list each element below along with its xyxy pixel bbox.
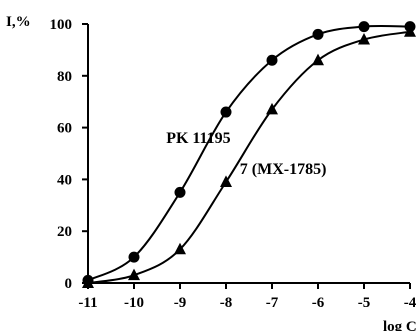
- series-1-point: [404, 25, 416, 37]
- x-tick-label: -11: [78, 295, 97, 311]
- series-1-point: [266, 102, 278, 115]
- annotation-mx1785: 7 (MX-1785): [240, 161, 327, 178]
- series-1-point: [312, 53, 324, 66]
- series-1-point: [220, 175, 232, 187]
- x-tick-label: -8: [220, 295, 233, 311]
- axes: [87, 24, 410, 284]
- series-0-line: [87, 25, 411, 282]
- x-tick-label: -9: [174, 295, 187, 311]
- x-tick-label: -5: [358, 295, 371, 311]
- y-tick-label: 80: [57, 69, 72, 85]
- series-0-point: [312, 28, 324, 40]
- y-axis-label: I,%: [6, 14, 31, 30]
- series-0-point: [174, 186, 186, 198]
- series-0-point: [266, 54, 278, 66]
- y-tick-label: 20: [57, 224, 72, 240]
- y-tick-label: 40: [57, 172, 72, 188]
- ticks: 0 20 40 60 80 100 -11 -10 -9 -8 -7 -6 -5 -4: [50, 17, 417, 311]
- series-1-point: [358, 32, 370, 45]
- x-tick-label: -6: [312, 295, 325, 311]
- x-tick-label: -10: [124, 295, 144, 311]
- series-1-line: [87, 30, 411, 284]
- series-0-point: [128, 251, 140, 263]
- series-0-point: [220, 106, 232, 118]
- y-tick-label: 60: [57, 121, 72, 137]
- series-1-point: [128, 268, 140, 281]
- x-axis-label: log C: [383, 319, 417, 331]
- x-tick-label: -7: [266, 295, 279, 311]
- series-1-point: [174, 242, 186, 255]
- series-layer: [82, 21, 416, 288]
- y-tick-label: 100: [50, 17, 73, 33]
- x-tick-label: -4: [404, 295, 417, 311]
- annotation-pk11195: PK 11195: [166, 130, 230, 147]
- series-1-point: [82, 276, 94, 288]
- series-0-point: [358, 21, 370, 33]
- y-tick-label: 0: [65, 276, 73, 292]
